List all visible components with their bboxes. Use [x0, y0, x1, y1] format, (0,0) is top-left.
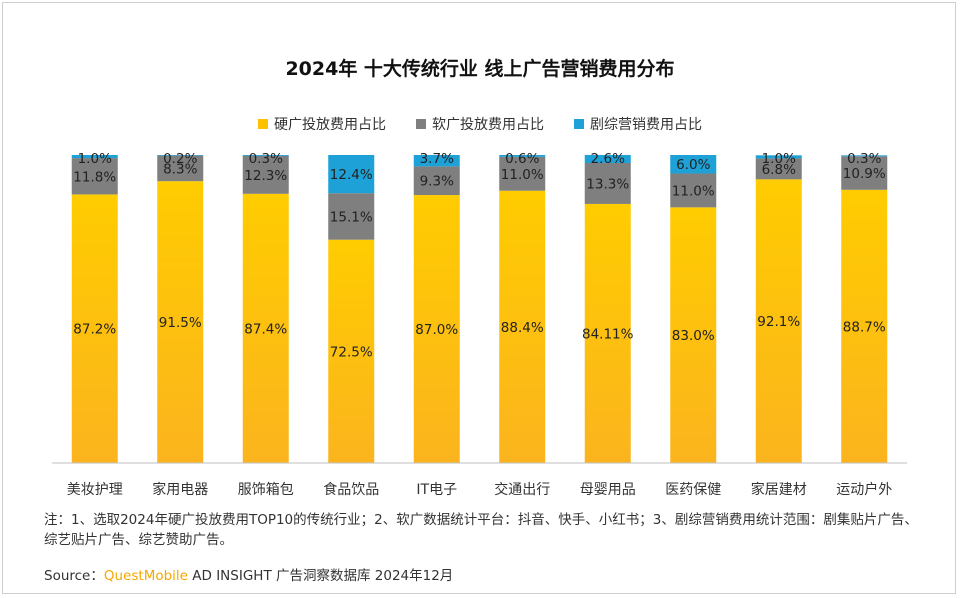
legend: 硬广投放费用占比 软广投放费用占比 剧综营销费用占比: [0, 114, 960, 134]
data-label-hard-ads-2: 87.4%: [244, 321, 287, 337]
data-label-drama-variety-3: 12.4%: [330, 167, 373, 183]
bar-soft-ads-3: [328, 193, 375, 240]
bar-drama-variety-1: [157, 155, 204, 156]
legend-item-hard-ads: 硬广投放费用占比: [258, 114, 386, 134]
data-label-soft-ads-9: 10.9%: [843, 166, 886, 182]
category-label-9: 运动户外: [836, 481, 892, 498]
category-label-2: 服饰箱包: [238, 482, 294, 498]
bar-hard-ads-4: [413, 195, 460, 464]
bar-drama-variety-7: [670, 155, 717, 174]
data-label-soft-ads-1: 8.3%: [163, 161, 197, 177]
data-label-soft-ads-0: 11.8%: [73, 169, 116, 185]
data-label-hard-ads-8: 92.1%: [757, 314, 800, 330]
bar-soft-ads-6: [584, 162, 631, 204]
bar-hard-ads-8: [755, 179, 802, 463]
category-label-0: 美妆护理: [67, 482, 123, 498]
data-label-soft-ads-3: 15.1%: [330, 209, 373, 225]
legend-swatch-hard-ads: [258, 119, 268, 129]
data-label-drama-variety-9: 0.3%: [847, 151, 881, 167]
data-label-drama-variety-0: 1.0%: [78, 151, 112, 167]
data-label-hard-ads-7: 83.0%: [672, 328, 715, 344]
legend-swatch-drama-variety: [574, 119, 584, 129]
bar-hard-ads-9: [841, 189, 888, 463]
bar-soft-ads-7: [670, 173, 717, 208]
data-label-hard-ads-0: 87.2%: [73, 322, 116, 338]
bar-soft-ads-1: [157, 155, 204, 182]
bar-hard-ads-7: [670, 207, 717, 463]
source-rest: AD INSIGHT 广告洞察数据库 2024年12月: [187, 568, 454, 584]
category-label-8: 家居建材: [751, 481, 807, 498]
bar-drama-variety-2: [242, 155, 289, 156]
data-label-drama-variety-5: 0.6%: [505, 151, 539, 167]
category-label-6: 母婴用品: [580, 482, 636, 498]
data-label-drama-variety-4: 3.7%: [420, 151, 454, 167]
data-label-hard-ads-3: 72.5%: [330, 344, 373, 360]
bar-hard-ads-3: [328, 239, 375, 463]
bar-hard-ads-5: [499, 190, 546, 463]
bar-drama-variety-0: [71, 155, 118, 159]
data-label-hard-ads-6: 84.11%: [582, 326, 634, 342]
legend-label-hard-ads: 硬广投放费用占比: [274, 117, 386, 133]
bar-hard-ads-6: [584, 203, 631, 463]
category-label-5: 交通出行: [494, 481, 550, 498]
stacked-bar-chart: 87.2% 11.8% 1.0% 美妆护理 91.5% 8.3%0.2% 家用电器 87.4%…: [52, 151, 907, 498]
data-label-hard-ads-1: 91.5%: [159, 315, 202, 331]
source-line: Source：QuestMobile AD INSIGHT 广告洞察数据库 20…: [44, 564, 453, 584]
bar-soft-ads-5: [499, 156, 546, 191]
bar-drama-variety-9: [841, 155, 888, 157]
data-label-soft-ads-2: 12.3%: [244, 168, 287, 184]
category-label-1: 家用电器: [152, 481, 208, 498]
bar-soft-ads-8: [755, 158, 802, 180]
category-label-3: 食品饮品: [323, 481, 379, 498]
bar-soft-ads-4: [413, 166, 460, 196]
source-prefix: Source：: [44, 568, 104, 584]
data-label-hard-ads-4: 87.0%: [415, 322, 458, 338]
data-label-drama-variety-6: 2.6%: [591, 151, 625, 167]
data-label-soft-ads-4: 9.3%: [420, 174, 454, 190]
data-label-drama-variety-8: 1.0%: [762, 151, 796, 167]
data-label-soft-ads-5: 11.0%: [501, 167, 544, 183]
bar-drama-variety-4: [413, 155, 460, 167]
bar-soft-ads-2: [242, 155, 289, 194]
legend-label-drama-variety: 剧综营销费用占比: [590, 117, 702, 133]
legend-label-soft-ads: 软广投放费用占比: [432, 117, 544, 133]
legend-item-soft-ads: 软广投放费用占比: [416, 114, 544, 134]
source-brand: QuestMobile: [103, 568, 188, 584]
bar-hard-ads-0: [71, 194, 118, 463]
bar-drama-variety-6: [584, 154, 631, 163]
data-label-drama-variety-7: 6.0%: [676, 157, 710, 173]
data-label-soft-ads-8: 6.8%: [762, 162, 796, 178]
data-label-drama-variety-2: 0.3%: [249, 151, 283, 167]
bar-drama-variety-8: [755, 155, 802, 159]
footnote: 注：1、选取2024年硬广投放费用TOP10的传统行业；2、软广数据统计平台：抖…: [44, 512, 918, 548]
bar-hard-ads-1: [157, 181, 204, 463]
data-label-soft-ads-7: 11.0%: [672, 183, 715, 199]
bar-drama-variety-5: [499, 155, 546, 157]
legend-swatch-soft-ads: [416, 119, 426, 129]
data-label-hard-ads-5: 88.4%: [501, 320, 544, 336]
legend-item-drama-variety: 剧综营销费用占比: [574, 114, 702, 134]
data-label-hard-ads-9: 88.7%: [843, 319, 886, 335]
bar-soft-ads-0: [71, 158, 118, 195]
category-label-7: 医药保健: [665, 482, 721, 498]
data-label-drama-variety-1: 0.2%: [163, 151, 197, 167]
bar-hard-ads-2: [242, 193, 289, 464]
category-label-4: IT电子: [416, 482, 457, 498]
chart-title: 2024年 十大传统行业 线上广告营销费用分布: [285, 58, 675, 80]
data-label-soft-ads-6: 13.3%: [586, 176, 629, 192]
bar-drama-variety-3: [328, 155, 375, 194]
bar-soft-ads-9: [841, 156, 888, 190]
